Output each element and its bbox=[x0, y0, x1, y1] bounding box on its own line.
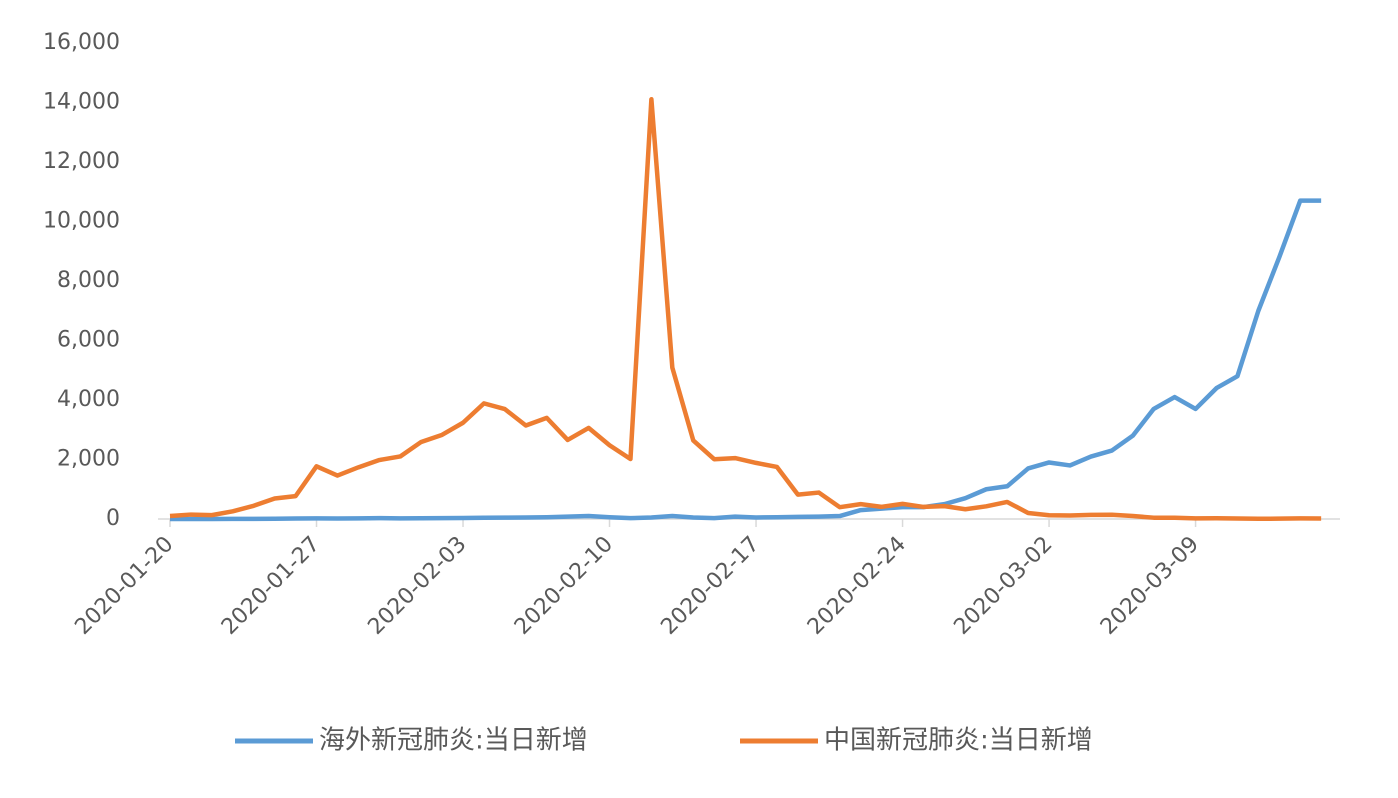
x-tick-label: 2020-03-02 bbox=[949, 532, 1057, 640]
series-line bbox=[169, 198, 1322, 522]
y-tick-label: 4,000 bbox=[57, 387, 120, 412]
series-line bbox=[169, 97, 1322, 522]
y-tick-label: 12,000 bbox=[43, 149, 120, 174]
x-tick-label: 2020-02-10 bbox=[510, 532, 618, 640]
x-tick-label: 2020-01-27 bbox=[217, 532, 325, 640]
y-tick-label: 10,000 bbox=[43, 209, 120, 234]
x-tick-label: 2020-02-24 bbox=[803, 532, 911, 640]
x-tick-label: 2020-02-17 bbox=[656, 532, 764, 640]
legend-label: 海外新冠肺炎:当日新增 bbox=[319, 726, 588, 756]
y-tick-label: 6,000 bbox=[57, 328, 120, 353]
y-tick-label: 2,000 bbox=[57, 447, 120, 472]
x-tick-label: 2020-01-20 bbox=[70, 532, 178, 640]
y-tick-label: 0 bbox=[106, 506, 120, 531]
y-tick-label: 14,000 bbox=[43, 90, 120, 115]
x-tick-label: 2020-03-09 bbox=[1096, 532, 1204, 640]
y-tick-label: 16,000 bbox=[43, 30, 120, 55]
y-tick-label: 8,000 bbox=[57, 268, 120, 293]
legend-label: 中国新冠肺炎:当日新增 bbox=[824, 726, 1093, 756]
x-tick-label: 2020-02-03 bbox=[363, 532, 471, 640]
